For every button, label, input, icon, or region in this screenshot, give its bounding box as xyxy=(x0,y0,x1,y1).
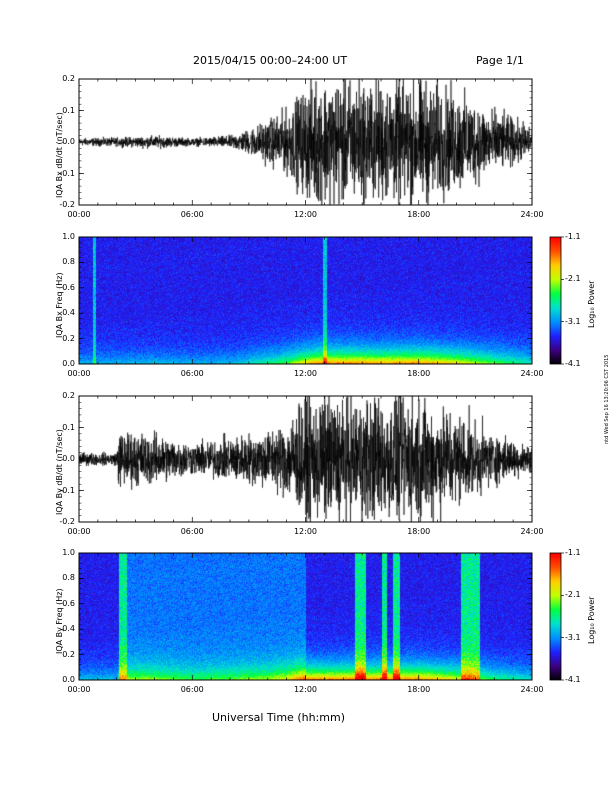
y-tick-label: -0.1 xyxy=(59,485,75,495)
y-tick-label: -0.1 xyxy=(59,168,75,178)
x-axis-title: Universal Time (hh:mm) xyxy=(212,711,345,724)
y-tick-label: 0.8 xyxy=(62,257,75,267)
x-tick-label: 18:00 xyxy=(407,527,431,536)
x-tick-label: 24:00 xyxy=(520,210,544,219)
x-tick-label: 18:00 xyxy=(407,369,431,378)
by-spectrogram-panel xyxy=(79,553,532,680)
x-tick-label: 18:00 xyxy=(407,685,431,694)
colorbar-tick-label: -1.1 xyxy=(565,232,581,241)
colorbar-frame xyxy=(549,552,562,681)
panel-frame xyxy=(78,552,533,681)
x-tick-label: 24:00 xyxy=(520,369,544,378)
y-tick-label: 0.0 xyxy=(62,675,75,684)
x-tick-label: 06:00 xyxy=(180,369,204,378)
x-tick-label: 00:00 xyxy=(67,527,91,536)
x-tick-label: 18:00 xyxy=(407,210,431,219)
colorbar-tick-label: -2.1 xyxy=(565,274,581,284)
y-tick-label: 0.0 xyxy=(62,454,75,463)
x-tick-label: 06:00 xyxy=(180,210,204,219)
y-tick-label: 0.2 xyxy=(62,649,75,659)
x-tick-label: 00:00 xyxy=(67,369,91,378)
panel-frame xyxy=(78,395,533,523)
y-tick-label: -0.2 xyxy=(59,200,75,209)
y-tick-label: 0.6 xyxy=(62,282,75,292)
panel-frame xyxy=(78,78,533,206)
colorbar-tick-label: -4.1 xyxy=(565,675,581,684)
y-tick-label: 0.0 xyxy=(62,359,75,368)
colorbar-frame xyxy=(549,236,562,365)
by-timeseries-trace xyxy=(79,396,532,522)
x-tick-label: 12:00 xyxy=(293,369,318,378)
x-tick-label: 00:00 xyxy=(67,210,91,219)
colorbar-tick-label: -4.1 xyxy=(565,359,581,368)
y-tick-label: 0.4 xyxy=(62,308,75,318)
x-tick-label: 24:00 xyxy=(520,685,544,694)
x-tick-label: 12:00 xyxy=(293,527,318,536)
y-tick-label: 0.4 xyxy=(62,624,75,634)
y-tick-label: 1.0 xyxy=(62,232,75,241)
y-tick-label: 0.2 xyxy=(62,391,75,400)
colorbar-tick-label: -1.1 xyxy=(565,548,581,557)
panel-frame xyxy=(78,236,533,365)
x-tick-label: 06:00 xyxy=(180,527,204,536)
colorbar-tick-label: -2.1 xyxy=(565,590,581,600)
y-tick-label: 0.6 xyxy=(62,598,75,608)
colorbar-tick-label: -3.1 xyxy=(565,316,581,326)
y-tick-label: 0.2 xyxy=(62,74,75,83)
x-tick-label: 12:00 xyxy=(293,685,318,694)
page-title: 2015/04/15 00:00–24:00 UT xyxy=(193,54,348,67)
x-tick-label: 00:00 xyxy=(67,685,91,694)
x-tick-label: 24:00 xyxy=(520,527,544,536)
x-tick-label: 06:00 xyxy=(180,685,204,694)
bx-colorbar xyxy=(550,237,561,364)
y-tick-label: 0.1 xyxy=(62,105,75,115)
y-tick-label: 1.0 xyxy=(62,548,75,557)
bx-spectrogram-panel xyxy=(79,237,532,364)
bx-timeseries-trace xyxy=(79,79,532,205)
by-timeseries-panel xyxy=(79,396,532,522)
colorbar-tick-label: -3.1 xyxy=(565,632,581,642)
by-colorbar xyxy=(550,553,561,680)
y-tick-label: 0.2 xyxy=(62,333,75,343)
x-tick-label: 12:00 xyxy=(293,210,318,219)
bx-timeseries-panel xyxy=(79,79,532,205)
by-spectrogram-image xyxy=(79,553,532,680)
y-tick-label: -0.2 xyxy=(59,517,75,526)
y-tick-label: 0.8 xyxy=(62,573,75,583)
y-tick-label: 0.1 xyxy=(62,422,75,432)
bx-spectrogram-image xyxy=(79,237,532,364)
page-number: Page 1/1 xyxy=(476,54,524,67)
y-tick-label: 0.0 xyxy=(62,137,75,146)
